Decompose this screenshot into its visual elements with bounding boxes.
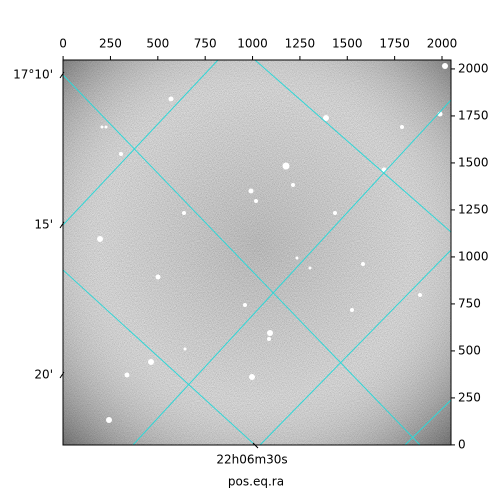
x-tick-label: 1000 [237,37,268,51]
x-axis-label: pos.eq.ra [228,475,284,489]
y-tick-label: 250 [458,390,481,404]
y-tick-label: 1250 [458,202,489,216]
y-tick-label: 1750 [458,108,489,122]
x-tick-label: 1750 [379,37,410,51]
frame [62,59,452,446]
x-tick-label: 0 [59,37,67,51]
x-tick-label: 1250 [285,37,316,51]
y-tick-label: 0 [458,437,466,451]
x-tick-label: 750 [194,37,217,51]
y-tick-label: 500 [458,343,481,357]
y-tick-label: 1000 [458,249,489,263]
dec-tick-label: 15' [34,218,53,232]
y-tick-label: 750 [458,296,481,310]
x-tick-label: 1500 [332,37,363,51]
stars [97,63,448,423]
y-tick-label: 2000 [458,61,489,75]
dec-tick [59,71,65,79]
dec-tick [59,221,65,229]
coordinate-grid [63,60,451,445]
ra-tick-label: 22h06m30s [216,453,287,467]
ra-tick [252,442,259,449]
x-tick-label: 500 [146,37,169,51]
y-tick-label: 1500 [458,155,489,169]
x-tick-label: 2000 [427,37,458,51]
x-tick-label: 250 [99,37,122,51]
image [63,60,451,445]
dec-tick [59,371,65,379]
dec-tick-label: 20' [34,368,53,382]
dec-tick-label: 17°10' [13,68,53,82]
